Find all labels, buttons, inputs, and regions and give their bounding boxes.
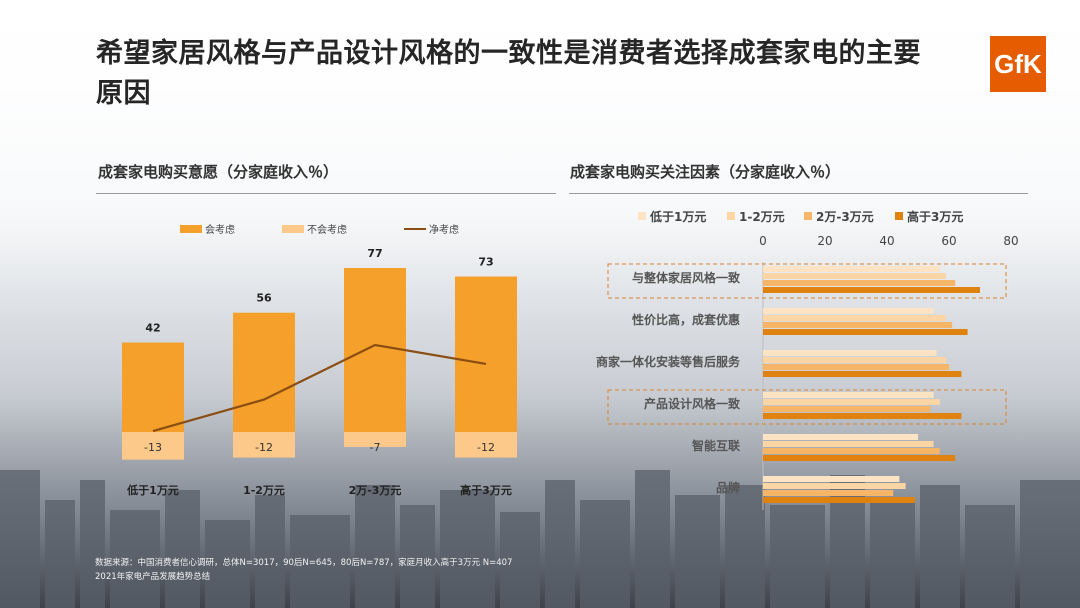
category-label-5: 品牌 <box>716 480 740 495</box>
legend-swatch-1 <box>727 212 735 220</box>
left-divider <box>96 193 556 194</box>
bar-notconsider-label-2: -7 <box>370 441 381 454</box>
bar-notconsider-2 <box>344 432 406 447</box>
bar-notconsider-label-1: -12 <box>255 441 273 454</box>
source-line-2: 2021年家电产品发展趋势总结 <box>95 572 211 582</box>
gfk-logo: GfK <box>990 36 1046 92</box>
bar-5-1 <box>763 483 906 489</box>
x-tick-3: 60 <box>941 234 956 248</box>
legend-swatch-0 <box>638 212 646 220</box>
bar-2-2 <box>763 364 949 370</box>
bar-consider-0 <box>122 342 184 432</box>
bar-notconsider-1 <box>233 432 295 458</box>
bar-2-0 <box>763 350 937 356</box>
highlight-box-0 <box>607 263 1007 299</box>
right-divider <box>569 193 1028 194</box>
net-consider-line <box>152 343 487 433</box>
bar-5-3 <box>763 497 915 503</box>
bar-consider-label-3: 73 <box>478 256 493 269</box>
legend-label-0: 低于1万元 <box>649 209 706 224</box>
source-line-1: 数据来源：中国消费者信心调研，总体N=3017，90后N=645，80后N=78… <box>95 558 513 568</box>
bar-consider-label-1: 56 <box>256 292 272 305</box>
category-label-0: 与整体家居风格一致 <box>632 270 741 285</box>
bar-4-3 <box>763 455 956 461</box>
category-label-1: 性价比高，成套优惠 <box>631 312 740 327</box>
bar-5-0 <box>763 476 900 482</box>
legend-swatch-2 <box>804 212 812 220</box>
bar-4-1 <box>763 441 934 447</box>
legend-swatch-3 <box>895 212 903 220</box>
bar-4-0 <box>763 434 918 440</box>
category-label-2: 商家一体化安装等售后服务 <box>596 354 741 369</box>
x-tick-1: 20 <box>817 234 832 248</box>
bar-2-3 <box>763 371 962 377</box>
bar-notconsider-3 <box>455 432 517 458</box>
category-label-3: 产品设计风格一致 <box>644 396 741 411</box>
left-chart-title: 成套家电购买意愿（分家庭收入％） <box>98 163 339 181</box>
right-chart-title: 成套家电购买关注因素（分家庭收入％） <box>570 163 841 181</box>
bar-2-1 <box>763 357 946 363</box>
bar-notconsider-label-3: -12 <box>477 441 495 454</box>
legend-label-1: 1-2万元 <box>739 210 785 224</box>
bar-notconsider-label-0: -13 <box>144 441 162 454</box>
bar-consider-3 <box>455 276 517 432</box>
category-label-3: 高于3万元 <box>460 483 512 497</box>
legend-label-1: 不会考虑 <box>307 223 347 236</box>
bar-3-0 <box>763 392 934 398</box>
bar-4-2 <box>763 448 940 454</box>
legend-swatch-1 <box>282 225 304 233</box>
bar-3-1 <box>763 399 940 405</box>
legend-label-2: 净考虑 <box>429 223 459 236</box>
bar-consider-label-0: 42 <box>145 322 160 335</box>
legend-swatch-0 <box>180 225 202 233</box>
bar-1-3 <box>763 329 968 335</box>
bar-0-3 <box>763 287 980 293</box>
bar-3-2 <box>763 406 931 412</box>
bar-0-1 <box>763 273 946 279</box>
category-label-1: 1-2万元 <box>243 484 285 497</box>
page-title: 希望家居风格与产品设计风格的一致性是消费者选择成套家电的主要原因 <box>96 38 921 109</box>
legend-label-2: 2万-3万元 <box>816 210 874 224</box>
category-label-2: 2万-3万元 <box>349 484 402 497</box>
bar-0-2 <box>763 280 956 286</box>
x-tick-0: 0 <box>759 234 767 248</box>
bar-3-3 <box>763 413 962 419</box>
bar-consider-1 <box>233 312 295 432</box>
bar-consider-label-2: 77 <box>367 247 382 260</box>
bar-consider-2 <box>344 267 406 432</box>
source-note: 数据来源：中国消费者信心调研，总体N=3017，90后N=645，80后N=78… <box>95 556 512 584</box>
category-label-0: 低于1万元 <box>126 483 179 497</box>
bar-1-2 <box>763 322 953 328</box>
x-tick-2: 40 <box>879 234 894 248</box>
bar-5-2 <box>763 490 894 496</box>
x-tick-4: 80 <box>1003 234 1018 248</box>
legend-label-0: 会考虑 <box>205 223 235 236</box>
bar-1-1 <box>763 315 946 321</box>
category-label-4: 智能互联 <box>691 438 740 453</box>
bar-0-0 <box>763 266 940 272</box>
legend-label-3: 高于3万元 <box>907 209 963 224</box>
highlight-box-3 <box>607 389 1007 425</box>
bar-notconsider-0 <box>122 432 184 460</box>
bar-1-0 <box>763 308 934 314</box>
